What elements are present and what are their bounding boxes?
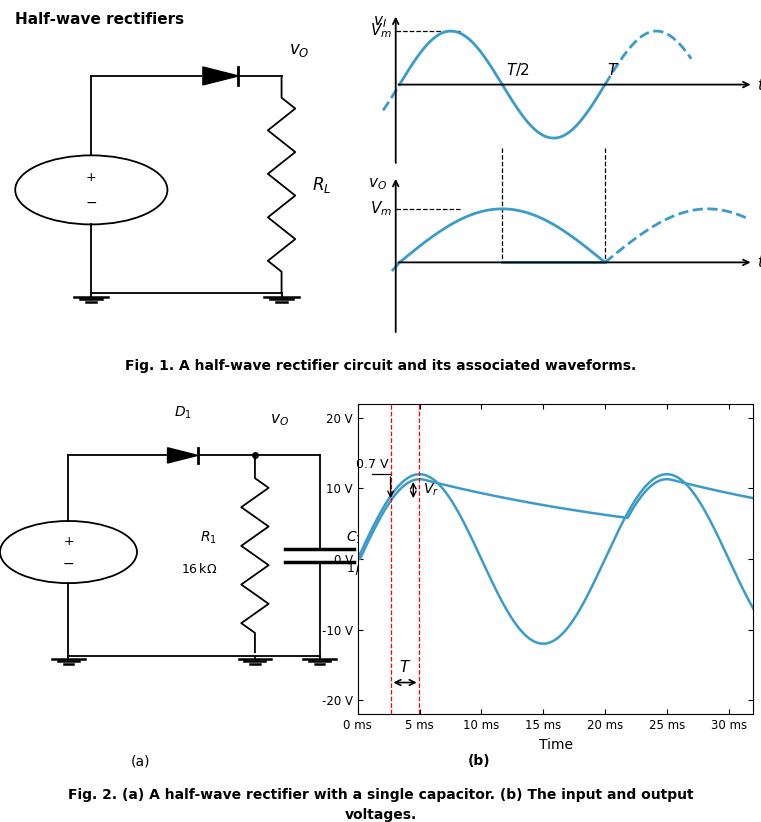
- Text: Half-wave rectifiers: Half-wave rectifiers: [15, 12, 184, 27]
- Text: $16\,\mathrm{k\Omega}$: $16\,\mathrm{k\Omega}$: [180, 562, 217, 576]
- Text: $R_L$: $R_L$: [312, 175, 331, 195]
- Text: (b): (b): [468, 754, 491, 769]
- Text: voltages.: voltages.: [345, 808, 416, 822]
- Text: $t$: $t$: [757, 254, 761, 270]
- Text: (a): (a): [131, 754, 151, 769]
- Text: $v_O$: $v_O$: [368, 176, 387, 192]
- Text: $v_O$: $v_O$: [289, 41, 310, 58]
- Text: −: −: [62, 556, 75, 570]
- Text: +: +: [86, 171, 97, 184]
- Text: −: −: [85, 196, 97, 210]
- Polygon shape: [203, 67, 238, 85]
- Text: +: +: [63, 534, 74, 547]
- Text: $v_I$: $v_I$: [373, 14, 387, 30]
- Text: $V_m$: $V_m$: [370, 21, 392, 40]
- Text: $1\,\mu\mathrm{F}$: $1\,\mu\mathrm{F}$: [346, 561, 373, 577]
- Text: $t$: $t$: [757, 76, 761, 93]
- Text: $T$: $T$: [607, 62, 619, 77]
- Text: $R_1$: $R_1$: [200, 530, 217, 547]
- Text: $D_1$: $D_1$: [174, 404, 192, 421]
- Text: $C_1$: $C_1$: [346, 530, 363, 547]
- Text: $V_m$: $V_m$: [370, 200, 392, 218]
- Polygon shape: [167, 448, 198, 463]
- Text: Fig. 1. A half-wave rectifier circuit and its associated waveforms.: Fig. 1. A half-wave rectifier circuit an…: [125, 358, 636, 373]
- Text: $v_O$: $v_O$: [270, 412, 289, 427]
- Text: Fig. 2. (a) A half-wave rectifier with a single capacitor. (b) The input and out: Fig. 2. (a) A half-wave rectifier with a…: [68, 787, 693, 801]
- Text: $T/2$: $T/2$: [506, 61, 530, 77]
